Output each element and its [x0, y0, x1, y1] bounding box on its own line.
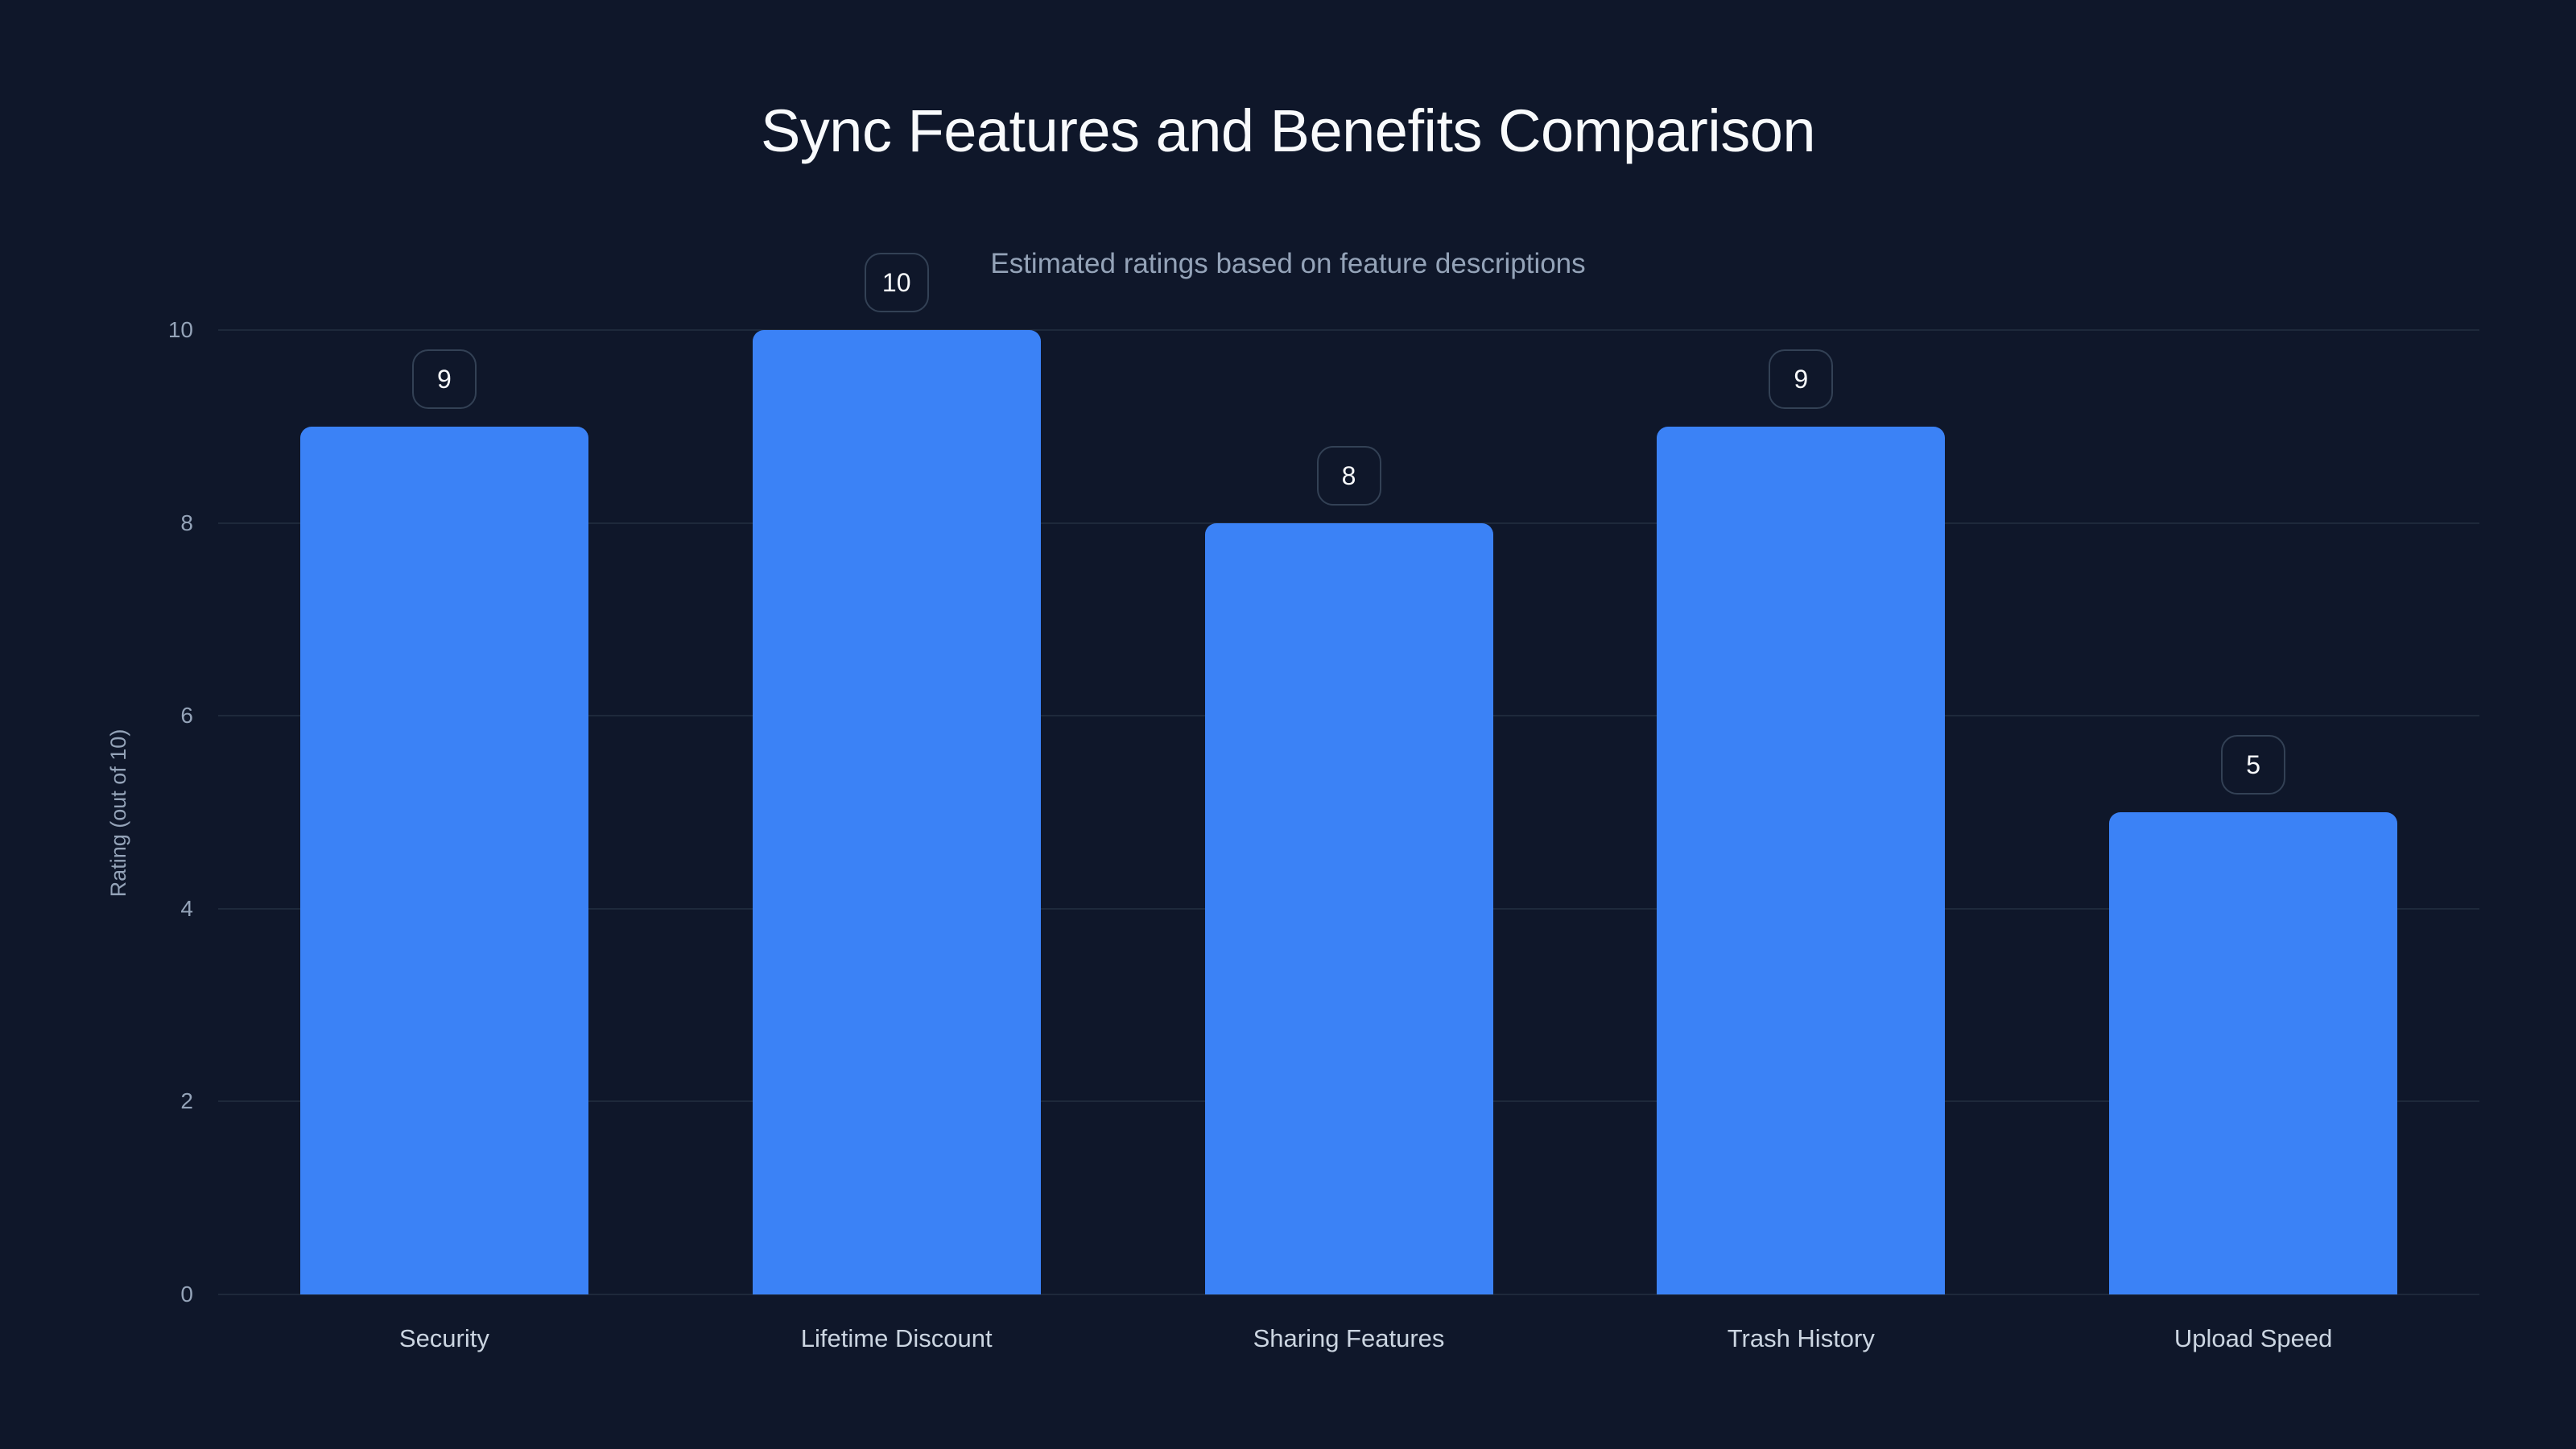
x-tick-label: Trash History [1727, 1324, 1875, 1352]
value-label: 9 [411, 349, 477, 409]
x-tick-label: Security [398, 1324, 489, 1352]
y-tick-label: 0 [180, 1282, 193, 1307]
bar[interactable] [1204, 522, 1493, 1294]
y-tick-label: 2 [180, 1088, 193, 1114]
chart-subtitle: Estimated ratings based on feature descr… [990, 248, 1586, 279]
y-tick-label: 8 [180, 510, 193, 535]
bar[interactable] [2109, 812, 2398, 1294]
value-label: 5 [2221, 735, 2286, 795]
gridline [218, 329, 2479, 331]
x-tick-label: Sharing Features [1253, 1324, 1445, 1352]
value-label: 10 [864, 253, 929, 312]
value-label: 9 [1769, 349, 1834, 409]
chart-title: Sync Features and Benefits Comparison [760, 97, 1816, 164]
y-axis-label: Rating (out of 10) [106, 729, 130, 898]
y-tick-label: 10 [167, 317, 193, 342]
value-label: 8 [1316, 445, 1381, 506]
y-tick-label: 6 [180, 703, 193, 729]
bar[interactable] [299, 426, 588, 1294]
x-tick-label: Upload Speed [2174, 1324, 2333, 1352]
gridline [218, 1294, 2479, 1295]
bar[interactable] [1657, 426, 1946, 1294]
bar[interactable] [752, 330, 1041, 1294]
y-tick-label: 4 [180, 895, 193, 921]
x-tick-label: Lifetime Discount [800, 1324, 993, 1352]
